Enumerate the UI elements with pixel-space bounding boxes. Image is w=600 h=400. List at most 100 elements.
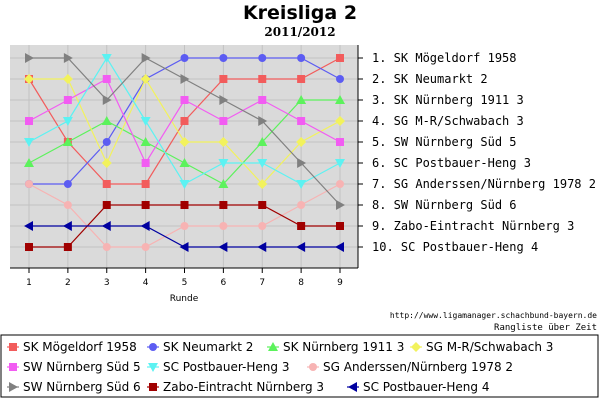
data-point xyxy=(219,54,228,62)
legend-item: SK Neumarkt 2 xyxy=(147,340,253,354)
data-point xyxy=(63,243,72,251)
data-point xyxy=(102,138,111,146)
data-point xyxy=(180,201,189,209)
data-point xyxy=(24,158,34,167)
legend-item: SK Nürnberg 1911 3 xyxy=(267,340,404,354)
data-point xyxy=(219,95,229,105)
data-point xyxy=(218,179,229,188)
data-point xyxy=(219,117,228,125)
ranking-label: 2. SK Neumarkt 2 xyxy=(372,72,488,86)
data-point xyxy=(24,74,34,84)
data-point xyxy=(297,201,306,209)
data-point xyxy=(297,75,306,83)
x-tick-label: 8 xyxy=(298,278,304,288)
legend-marker xyxy=(309,363,317,371)
legend-item: SG M-R/Schwabach 3 xyxy=(410,340,553,354)
x-axis-label: Runde xyxy=(170,294,199,304)
legend-label: SW Nürnberg Süd 6 xyxy=(23,380,141,394)
data-point xyxy=(140,137,151,146)
data-point xyxy=(25,180,33,188)
data-point xyxy=(219,201,228,209)
x-tick-label: 6 xyxy=(221,278,227,288)
legend-label: SK Mögeldorf 1958 xyxy=(23,340,137,354)
legend-label: SG Anderssen/Nürnberg 1978 2 xyxy=(323,360,513,374)
ranking-label: 8. SW Nürnberg Süd 6 xyxy=(372,198,517,212)
data-point xyxy=(62,221,72,231)
series-6 xyxy=(24,54,345,189)
data-point xyxy=(25,53,34,63)
legend-marker xyxy=(148,363,158,372)
ranking-label: 7. SG Anderssen/Nürnberg 1978 2 xyxy=(372,177,596,191)
data-point xyxy=(101,158,112,168)
data-point xyxy=(62,74,73,84)
legend-marker xyxy=(9,363,17,371)
data-point xyxy=(24,221,33,231)
legend-label: SW Nürnberg Süd 5 xyxy=(23,360,141,374)
data-point xyxy=(336,180,344,188)
data-point xyxy=(219,222,228,230)
legend-item: SC Postbauer-Heng 3 xyxy=(147,360,289,374)
data-point xyxy=(296,242,306,252)
series-layer xyxy=(24,53,345,252)
legend-marker xyxy=(348,382,357,392)
x-tick-label: 4 xyxy=(143,278,149,288)
legend-label: SK Nürnberg 1911 3 xyxy=(283,340,404,354)
data-point xyxy=(258,201,267,209)
data-point xyxy=(141,53,151,63)
credit-url: http://www.ligamanager.schachbund-bayern… xyxy=(390,311,597,320)
data-point xyxy=(297,117,306,125)
data-point xyxy=(335,95,345,104)
data-point xyxy=(179,180,190,189)
data-point xyxy=(102,95,112,105)
ranking-label: 6. SC Postbauer-Heng 3 xyxy=(372,156,531,170)
data-point xyxy=(335,159,345,168)
x-tick-label: 7 xyxy=(259,278,265,288)
data-point xyxy=(336,75,344,83)
legend-item: Zabo-Eintracht Nürnberg 3 xyxy=(147,380,324,394)
data-point xyxy=(25,243,33,251)
data-point xyxy=(62,117,73,126)
data-point xyxy=(218,242,228,252)
data-point xyxy=(258,222,267,230)
data-point xyxy=(179,158,190,167)
data-point xyxy=(63,201,72,209)
series-4 xyxy=(24,74,345,189)
data-point xyxy=(335,242,344,252)
data-point xyxy=(336,54,344,62)
ranking-label: 9. Zabo-Eintracht Nürnberg 3 xyxy=(372,219,574,233)
series-2 xyxy=(25,54,344,188)
data-point xyxy=(296,95,307,104)
series-8 xyxy=(25,53,345,210)
data-point xyxy=(257,137,268,146)
data-point xyxy=(141,201,150,209)
data-point xyxy=(180,222,189,230)
chart-title: Kreisliga 2 xyxy=(243,2,357,24)
x-tick-label: 3 xyxy=(104,278,110,288)
data-point xyxy=(218,159,229,168)
data-point xyxy=(102,180,111,188)
ranking-label: 3. SK Nürnberg 1911 3 xyxy=(372,93,524,107)
legend-item: SW Nürnberg Süd 5 xyxy=(7,360,141,374)
legend-label: Zabo-Eintracht Nürnberg 3 xyxy=(163,380,324,394)
data-point xyxy=(102,201,111,209)
data-point xyxy=(180,74,190,84)
data-point xyxy=(102,75,111,83)
data-point xyxy=(258,75,267,83)
data-point xyxy=(101,54,112,63)
data-point xyxy=(140,74,151,84)
x-tick-label: 5 xyxy=(182,278,188,288)
ranking-list: 1. SK Mögeldorf 1958 2. SK Neumarkt 2 3.… xyxy=(372,51,596,254)
legend-marker xyxy=(149,343,157,351)
data-point xyxy=(258,116,268,126)
legend-label: SG M-R/Schwabach 3 xyxy=(426,340,553,354)
data-point xyxy=(296,180,307,189)
series-10 xyxy=(24,221,344,252)
data-point xyxy=(102,243,111,251)
data-point xyxy=(24,138,34,147)
series-7 xyxy=(25,180,344,251)
data-point xyxy=(141,180,150,188)
credit-subtitle: Rangliste über Zeit xyxy=(494,323,597,333)
data-point xyxy=(297,222,306,230)
data-point xyxy=(219,75,228,83)
